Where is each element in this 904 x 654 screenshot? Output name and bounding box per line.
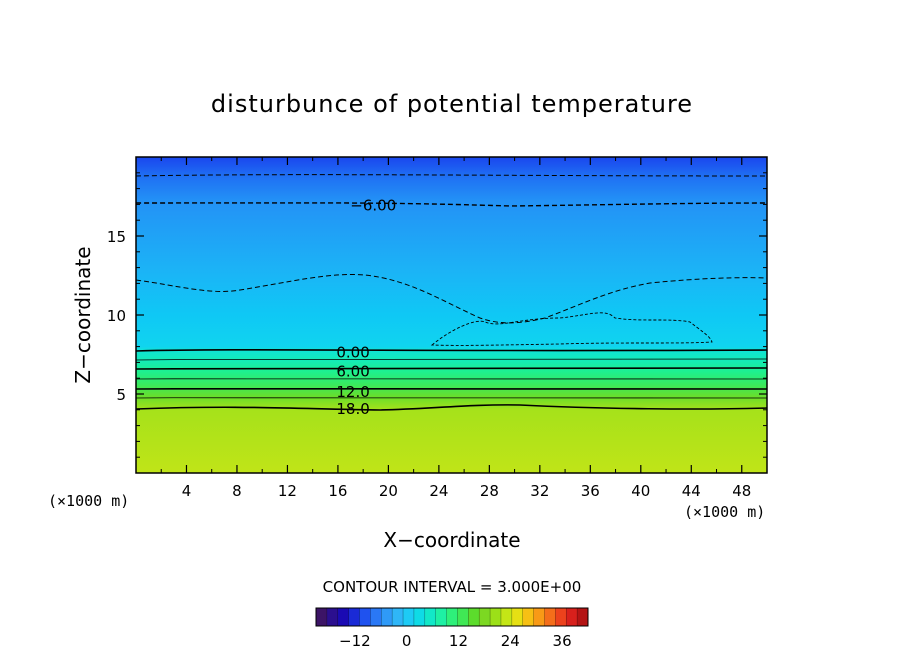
x-tick-label: 36 [581,482,600,500]
plot-area: −6.00 0.006.00 12.018.0 [136,157,767,473]
y-tick-label: 5 [116,386,126,404]
colorbar-frame [315,607,589,627]
chart-title: disturbunce of potential temperature [211,90,693,118]
colorbar-swatch [370,608,382,626]
contour-label: −6.00 [350,196,396,214]
contour-line [136,174,767,177]
colorbar-swatch [511,608,524,626]
colorbar-swatch [500,608,513,626]
colorbar-swatch [413,608,426,626]
x-tick-label: 44 [682,482,701,500]
colorbar-tick-label: −12 [339,632,371,650]
colorbar-swatch [359,608,371,626]
x-tick-label: 40 [631,482,650,500]
y-axis-unit: (×1000 m) [48,492,129,510]
colorbar-swatch [490,608,502,626]
colorbar-ticks: −12 0 12 24 36 [339,632,572,650]
y-tick-label: 10 [107,307,126,325]
colorbar-swatch [468,608,480,626]
y-axis-ticks: 5 10 15 [107,172,767,458]
colorbar-swatch [381,608,393,626]
field-shading [136,157,767,473]
contour-line [136,349,767,352]
colorbar-swatch [555,608,567,626]
x-axis-ticks: 4 8 12 16 20 24 28 32 36 40 44 48 [160,157,751,500]
contour-labels: −6.00 0.006.00 12.018.0 [336,196,396,418]
contour-label: 12.0 [336,383,369,401]
contour-line [136,404,767,411]
y-tick-label: 15 [107,228,126,246]
x-tick-label: 48 [732,482,751,500]
contour-label: 6.00 [336,362,369,380]
colorbar-swatch [566,608,578,626]
x-tick-label: 24 [429,482,448,500]
contour-line [136,274,767,324]
x-tick-label: 8 [232,482,242,500]
colorbar-swatch [326,608,339,626]
contour-line [136,202,767,207]
contour-line [136,358,767,361]
contour-interval-text: CONTOUR INTERVAL = 3.000E+00 [323,578,582,596]
x-axis-unit: (×1000 m) [684,503,765,521]
colorbar-swatch [435,608,447,626]
colorbar-tick-label: 12 [449,632,468,650]
colorbar-swatch [479,608,491,626]
x-tick-label: 20 [379,482,398,500]
contour-label: 0.00 [336,343,369,361]
colorbar-swatch [533,608,545,626]
colorbar-swatch [316,608,328,626]
colorbar-swatch [424,608,437,626]
colorbar-swatch [337,608,350,626]
colorbar-swatch [348,608,360,626]
colorbar-swatch [522,608,534,626]
y-axis-label: Z−coordinate [71,246,95,383]
colorbar-swatch [446,608,458,626]
x-tick-label: 28 [480,482,499,500]
colorbar-tick-label: 0 [402,632,412,650]
colorbar-swatch [392,608,404,626]
contour-line [136,378,767,380]
colorbar-tick-label: 24 [501,632,520,650]
colorbar [315,607,589,627]
x-tick-label: 16 [328,482,347,500]
colorbar-swatch [544,608,556,626]
colorbar-swatch [577,608,589,626]
contour-label: 18.0 [336,400,369,418]
colorbar-swatch [457,608,469,626]
contour-line [136,387,767,390]
x-tick-label: 12 [278,482,297,500]
x-tick-label: 4 [182,482,192,500]
contour-line [136,367,767,370]
x-tick-label: 32 [530,482,549,500]
colorbar-tick-label: 36 [553,632,572,650]
x-axis-label: X−coordinate [383,528,520,552]
colorbar-swatch [403,608,415,626]
